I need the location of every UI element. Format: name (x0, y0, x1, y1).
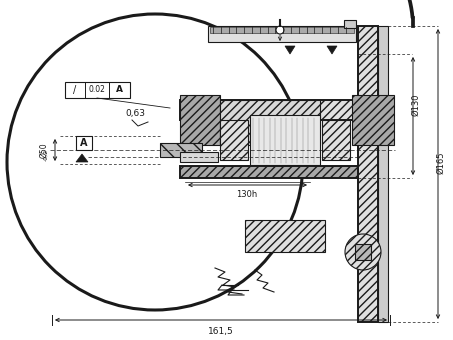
Bar (180, 100, 360, 120)
Bar (220, 120, 248, 160)
Circle shape (276, 26, 284, 34)
Bar (220, 100, 320, 145)
Bar (245, 220, 325, 252)
Text: -0,2: -0,2 (43, 149, 48, 161)
Bar (180, 95, 220, 145)
Text: A: A (80, 138, 88, 148)
Bar (180, 166, 358, 178)
Polygon shape (285, 46, 295, 54)
Text: 161,5: 161,5 (208, 327, 234, 336)
Bar (344, 20, 356, 28)
Bar (180, 152, 218, 162)
Bar (355, 244, 371, 260)
Bar (250, 115, 320, 165)
Bar (208, 26, 356, 42)
Bar (160, 143, 202, 157)
Polygon shape (327, 46, 337, 54)
Circle shape (345, 234, 381, 270)
Bar (322, 120, 350, 160)
Bar (76, 136, 92, 150)
Text: /: / (73, 85, 77, 95)
Bar (378, 26, 388, 322)
Text: A: A (116, 85, 122, 95)
Text: Ø130: Ø130 (411, 94, 420, 116)
Bar (358, 26, 378, 322)
Text: 0,63: 0,63 (125, 109, 145, 118)
Text: Ø50: Ø50 (39, 142, 48, 158)
Bar (352, 95, 394, 145)
Bar (65, 82, 130, 98)
Text: Ø165: Ø165 (437, 152, 445, 174)
Text: 130h: 130h (236, 190, 258, 199)
Bar (210, 27, 354, 33)
Text: 0.02: 0.02 (89, 85, 106, 95)
Polygon shape (76, 154, 88, 162)
